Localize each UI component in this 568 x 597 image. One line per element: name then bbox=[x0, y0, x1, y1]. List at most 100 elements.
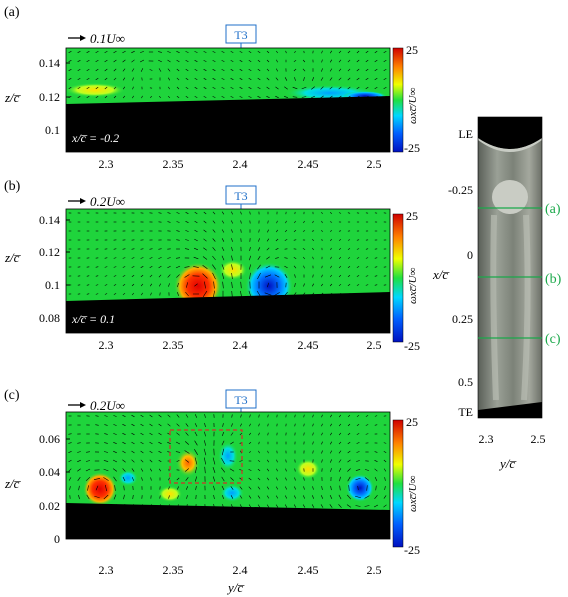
velocity-vector bbox=[275, 248, 279, 250]
velocity-vector bbox=[95, 275, 99, 277]
colorbar bbox=[392, 47, 404, 153]
vortex-yellow bbox=[158, 486, 182, 502]
velocity-vector bbox=[195, 485, 197, 491]
vortex-yellow bbox=[66, 83, 125, 97]
velocity-vector bbox=[321, 423, 323, 427]
velocity-vector bbox=[176, 212, 180, 214]
station-label: x/c̅ = -0.2 bbox=[71, 131, 119, 145]
velocity-vector bbox=[230, 60, 234, 62]
velocity-vector bbox=[149, 459, 153, 463]
velocity-vector bbox=[339, 476, 341, 482]
velocity-vector bbox=[338, 450, 342, 454]
velocity-vector bbox=[383, 59, 387, 63]
velocity-vector bbox=[330, 238, 332, 242]
velocity-vector bbox=[258, 238, 260, 242]
colorbar-max: 25 bbox=[406, 43, 418, 57]
velocity-vector bbox=[338, 86, 342, 90]
velocity-vector bbox=[86, 95, 90, 99]
velocity-vector bbox=[158, 460, 162, 462]
velocity-vector bbox=[239, 96, 243, 98]
velocity-vector bbox=[266, 486, 270, 490]
velocity-vector bbox=[103, 494, 109, 500]
velocity-vector bbox=[141, 477, 143, 481]
velocity-vector bbox=[275, 238, 279, 242]
velocity-vector bbox=[321, 59, 323, 63]
velocity-vector bbox=[347, 284, 351, 286]
velocity-vector bbox=[167, 212, 171, 214]
velocity-vector bbox=[374, 77, 378, 81]
velocity-vector bbox=[212, 476, 216, 482]
velocity-vector bbox=[122, 77, 126, 81]
velocity-vector bbox=[194, 77, 198, 81]
velocity-vector bbox=[139, 59, 145, 63]
ytick: 0.12 bbox=[39, 245, 60, 259]
velocity-vector bbox=[113, 424, 117, 426]
velocity-vector bbox=[320, 283, 324, 287]
velocity-vector bbox=[221, 440, 225, 446]
velocity-vector bbox=[149, 265, 153, 269]
velocity-vector bbox=[275, 257, 279, 259]
velocity-vector bbox=[240, 423, 242, 427]
velocity-vector bbox=[159, 283, 161, 287]
velocity-vector bbox=[249, 211, 251, 215]
velocity-vector bbox=[374, 257, 378, 259]
velocity-vector bbox=[329, 68, 333, 72]
velocity-vector bbox=[311, 504, 315, 508]
velocity-vector bbox=[231, 281, 233, 289]
velocity-vector bbox=[176, 414, 180, 418]
side-ytick: 0.25 bbox=[452, 312, 473, 326]
ref-arrow-head bbox=[80, 35, 86, 41]
velocity-vector bbox=[176, 459, 180, 463]
velocity-vector bbox=[302, 248, 306, 250]
velocity-vector bbox=[104, 424, 108, 426]
velocity-vector bbox=[149, 274, 153, 278]
velocity-vector bbox=[312, 423, 314, 427]
velocity-vector bbox=[122, 476, 126, 482]
velocity-vector bbox=[113, 494, 117, 500]
velocity-vector bbox=[68, 433, 72, 435]
velocity-vector bbox=[158, 248, 162, 250]
velocity-vector bbox=[321, 229, 323, 233]
velocity-vector bbox=[383, 468, 387, 472]
velocity-vector bbox=[356, 284, 360, 286]
velocity-vector bbox=[356, 68, 360, 72]
velocity-vector bbox=[222, 281, 224, 289]
velocity-vector bbox=[103, 451, 109, 453]
velocity-vector bbox=[365, 248, 369, 250]
velocity-vector bbox=[104, 293, 108, 295]
velocity-vector bbox=[338, 239, 342, 241]
velocity-vector bbox=[274, 292, 280, 296]
velocity-vector bbox=[302, 59, 306, 63]
velocity-vector bbox=[140, 441, 144, 445]
velocity-vector bbox=[248, 442, 252, 444]
velocity-vector bbox=[204, 431, 206, 437]
velocity-vector bbox=[294, 274, 296, 278]
velocity-vector bbox=[294, 51, 296, 53]
velocity-vector bbox=[140, 68, 144, 72]
vortex-cyan bbox=[218, 442, 238, 470]
velocity-vector bbox=[176, 432, 180, 436]
velocity-vector bbox=[330, 414, 332, 418]
velocity-vector bbox=[365, 77, 369, 81]
xtick: 2.45 bbox=[298, 563, 319, 577]
velocity-vector bbox=[77, 477, 81, 481]
velocity-vector bbox=[356, 50, 360, 54]
velocity-vector bbox=[239, 51, 243, 53]
panel-label: (a) bbox=[4, 5, 20, 20]
velocity-vector bbox=[356, 86, 360, 90]
ref-vector-label: 0.2U∞ bbox=[90, 194, 125, 209]
velocity-vector bbox=[140, 432, 144, 436]
velocity-vector bbox=[193, 266, 199, 268]
velocity-vector bbox=[168, 86, 170, 90]
xtick: 2.5 bbox=[367, 157, 382, 171]
wing-planform-inner bbox=[478, 138, 542, 152]
velocity-vector bbox=[267, 459, 269, 463]
velocity-vector bbox=[249, 247, 251, 251]
velocity-vector bbox=[266, 96, 270, 98]
velocity-vector bbox=[356, 414, 360, 418]
velocity-vector bbox=[257, 459, 261, 463]
velocity-vector bbox=[329, 230, 333, 232]
velocity-vector bbox=[140, 414, 144, 418]
velocity-vector bbox=[77, 459, 81, 463]
velocity-vector bbox=[104, 284, 108, 286]
